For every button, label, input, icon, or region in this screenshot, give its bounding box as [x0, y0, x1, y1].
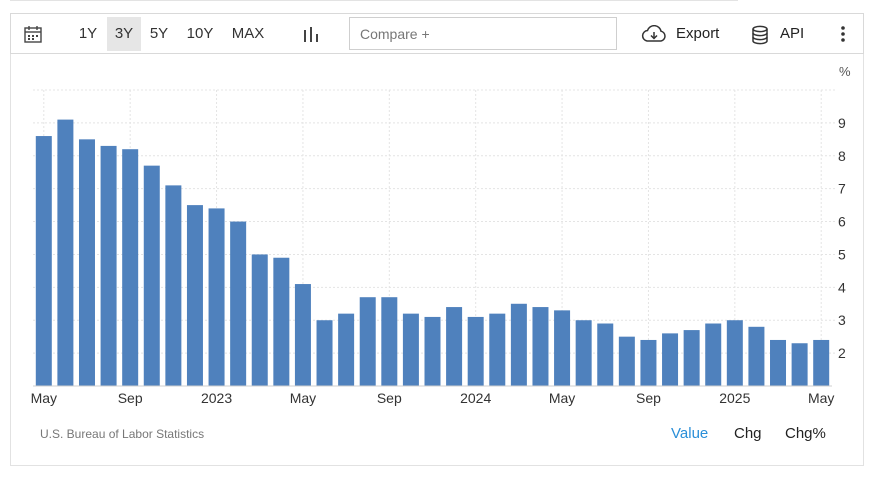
- cloud-download-icon: [641, 25, 666, 42]
- bar[interactable]: [618, 336, 635, 386]
- x-tick-label: Sep: [118, 390, 143, 406]
- chart-toolbar: 1Y 3Y 5Y 10Y MAX Export API: [10, 13, 864, 54]
- bar[interactable]: [554, 310, 571, 386]
- bar[interactable]: [35, 136, 52, 386]
- bar[interactable]: [402, 313, 419, 386]
- api-label: API: [780, 25, 805, 42]
- y-tick-label: 6: [838, 214, 846, 230]
- tab-chg-percent[interactable]: Chg%: [785, 425, 826, 442]
- bar[interactable]: [510, 303, 527, 386]
- bar[interactable]: [446, 307, 463, 386]
- bar[interactable]: [597, 323, 614, 386]
- range-5y[interactable]: 5Y: [149, 25, 169, 42]
- more-vertical-icon[interactable]: [837, 24, 849, 44]
- database-icon: [752, 25, 768, 45]
- y-tick-label: 8: [838, 148, 846, 164]
- x-tick-label: May: [808, 390, 834, 406]
- bar[interactable]: [208, 208, 225, 386]
- bar-chart-icon[interactable]: [303, 26, 319, 42]
- y-tick-label: 3: [838, 312, 846, 328]
- range-10y[interactable]: 10Y: [186, 25, 214, 42]
- bar[interactable]: [57, 119, 74, 386]
- bar[interactable]: [165, 185, 182, 386]
- tab-value[interactable]: Value: [671, 425, 709, 442]
- bar[interactable]: [100, 145, 117, 386]
- x-tick-label: Sep: [377, 390, 402, 406]
- bar[interactable]: [186, 205, 203, 386]
- x-tick-label: 2024: [460, 390, 491, 406]
- bar[interactable]: [683, 330, 700, 386]
- bar[interactable]: [662, 333, 679, 386]
- range-max[interactable]: MAX: [231, 25, 265, 42]
- bar[interactable]: [122, 149, 139, 386]
- bar[interactable]: [813, 339, 830, 386]
- top-divider: [10, 0, 738, 1]
- bar[interactable]: [640, 339, 657, 386]
- bar[interactable]: [143, 165, 160, 386]
- bar[interactable]: [338, 313, 355, 386]
- bar[interactable]: [705, 323, 722, 386]
- x-tick-label: May: [290, 390, 316, 406]
- y-tick-label: 4: [838, 279, 846, 295]
- range-1y[interactable]: 1Y: [78, 25, 98, 42]
- tab-chg[interactable]: Chg: [734, 425, 762, 442]
- bar[interactable]: [251, 254, 268, 386]
- y-tick-label: 2: [838, 345, 846, 361]
- x-tick-label: 2023: [201, 390, 232, 406]
- x-tick-label: 2025: [719, 390, 750, 406]
- bar[interactable]: [273, 257, 290, 386]
- api-button[interactable]: API: [751, 17, 804, 51]
- x-tick-label: May: [31, 390, 57, 406]
- bar[interactable]: [489, 313, 506, 386]
- bar[interactable]: [424, 316, 441, 386]
- bar[interactable]: [770, 339, 787, 386]
- export-label: Export: [676, 25, 720, 42]
- bar[interactable]: [78, 139, 95, 386]
- y-tick-label: 9: [838, 115, 846, 131]
- bar[interactable]: [726, 320, 743, 386]
- y-tick-label: 5: [838, 246, 846, 262]
- bar[interactable]: [575, 320, 592, 386]
- calendar-icon[interactable]: [24, 25, 42, 43]
- bar[interactable]: [316, 320, 333, 386]
- compare-input[interactable]: [349, 17, 617, 50]
- bar[interactable]: [791, 343, 808, 386]
- bar[interactable]: [230, 221, 247, 386]
- source-label: U.S. Bureau of Labor Statistics: [40, 427, 205, 441]
- bar[interactable]: [359, 297, 376, 386]
- export-button[interactable]: Export: [641, 17, 719, 51]
- bar[interactable]: [294, 284, 311, 386]
- bar[interactable]: [748, 326, 765, 386]
- x-tick-label: Sep: [636, 390, 661, 406]
- range-3y[interactable]: 3Y: [107, 17, 141, 51]
- bar[interactable]: [532, 307, 549, 386]
- bar[interactable]: [467, 316, 484, 386]
- y-tick-label: 7: [838, 181, 846, 197]
- y-axis-unit-label: %: [839, 64, 851, 79]
- x-tick-label: May: [549, 390, 575, 406]
- bar[interactable]: [381, 297, 398, 386]
